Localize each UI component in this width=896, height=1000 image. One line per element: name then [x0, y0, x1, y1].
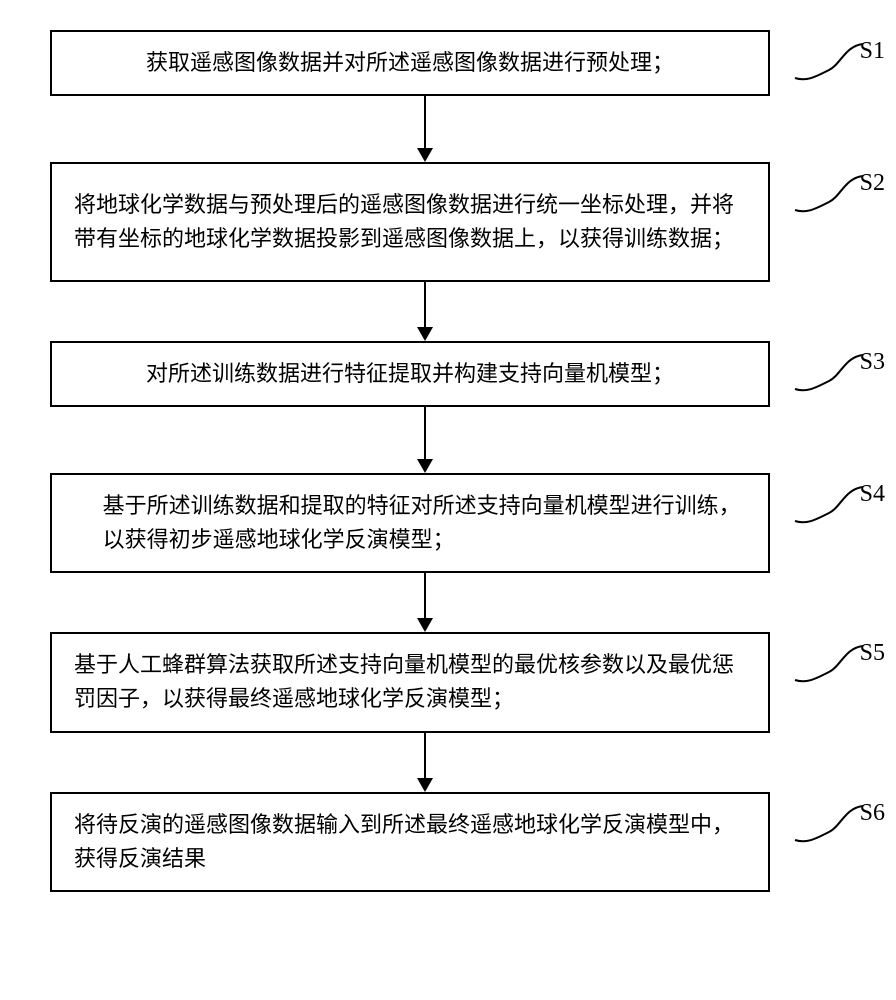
arrow-line	[424, 573, 426, 618]
flow-arrow	[417, 407, 433, 473]
flow-arrow	[417, 573, 433, 632]
step-box: 对所述训练数据进行特征提取并构建支持向量机模型；	[50, 341, 770, 407]
flow-step-s4: 基于所述训练数据和提取的特征对所述支持向量机模型进行训练，以获得初步遥感地球化学…	[50, 473, 800, 573]
flow-step-s2: 将地球化学数据与预处理后的遥感图像数据进行统一坐标处理，并将带有坐标的地球化学数…	[50, 162, 800, 282]
step-box: 将待反演的遥感图像数据输入到所述最终遥感地球化学反演模型中，获得反演结果	[50, 792, 770, 892]
flow-arrow	[417, 733, 433, 792]
step-box: 基于人工蜂群算法获取所述支持向量机模型的最优核参数以及最优惩罚因子，以获得最终遥…	[50, 632, 770, 732]
flow-step-s3: 对所述训练数据进行特征提取并构建支持向量机模型；S3	[50, 341, 800, 407]
step-label: S3	[860, 349, 885, 376]
flowchart-container: 获取遥感图像数据并对所述遥感图像数据进行预处理；S1 将地球化学数据与预处理后的遥…	[50, 30, 800, 892]
step-label: S2	[860, 170, 885, 197]
step-label: S6	[860, 800, 885, 827]
step-text: 将待反演的遥感图像数据输入到所述最终遥感地球化学反演模型中，获得反演结果	[74, 808, 746, 876]
arrow-head-icon	[417, 778, 433, 792]
step-connector-curve	[793, 804, 865, 852]
arrow-line	[424, 407, 426, 459]
flow-step-s6: 将待反演的遥感图像数据输入到所述最终遥感地球化学反演模型中，获得反演结果S6	[50, 792, 800, 892]
step-label: S4	[860, 481, 885, 508]
step-connector-curve	[793, 485, 865, 533]
step-text: 基于所述训练数据和提取的特征对所述支持向量机模型进行训练，以获得初步遥感地球化学…	[103, 489, 746, 557]
step-label: S1	[860, 38, 885, 65]
arrow-head-icon	[417, 327, 433, 341]
arrow-head-icon	[417, 148, 433, 162]
step-connector-curve	[793, 42, 865, 90]
arrow-head-icon	[417, 459, 433, 473]
step-connector-curve	[793, 353, 865, 401]
arrow-line	[424, 733, 426, 778]
step-box: 获取遥感图像数据并对所述遥感图像数据进行预处理；	[50, 30, 770, 96]
step-text: 获取遥感图像数据并对所述遥感图像数据进行预处理；	[146, 46, 674, 80]
flow-arrow	[417, 282, 433, 341]
step-box: 将地球化学数据与预处理后的遥感图像数据进行统一坐标处理，并将带有坐标的地球化学数…	[50, 162, 770, 282]
step-text: 对所述训练数据进行特征提取并构建支持向量机模型；	[146, 357, 674, 391]
arrow-head-icon	[417, 618, 433, 632]
step-connector-curve	[793, 644, 865, 692]
step-text: 基于人工蜂群算法获取所述支持向量机模型的最优核参数以及最优惩罚因子，以获得最终遥…	[74, 648, 746, 716]
flow-arrow	[417, 96, 433, 162]
step-connector-curve	[793, 174, 865, 222]
step-text: 将地球化学数据与预处理后的遥感图像数据进行统一坐标处理，并将带有坐标的地球化学数…	[74, 188, 746, 256]
arrow-line	[424, 282, 426, 327]
flow-step-s1: 获取遥感图像数据并对所述遥感图像数据进行预处理；S1	[50, 30, 800, 96]
step-box: 基于所述训练数据和提取的特征对所述支持向量机模型进行训练，以获得初步遥感地球化学…	[50, 473, 770, 573]
step-label: S5	[860, 640, 885, 667]
flow-step-s5: 基于人工蜂群算法获取所述支持向量机模型的最优核参数以及最优惩罚因子，以获得最终遥…	[50, 632, 800, 732]
arrow-line	[424, 96, 426, 148]
